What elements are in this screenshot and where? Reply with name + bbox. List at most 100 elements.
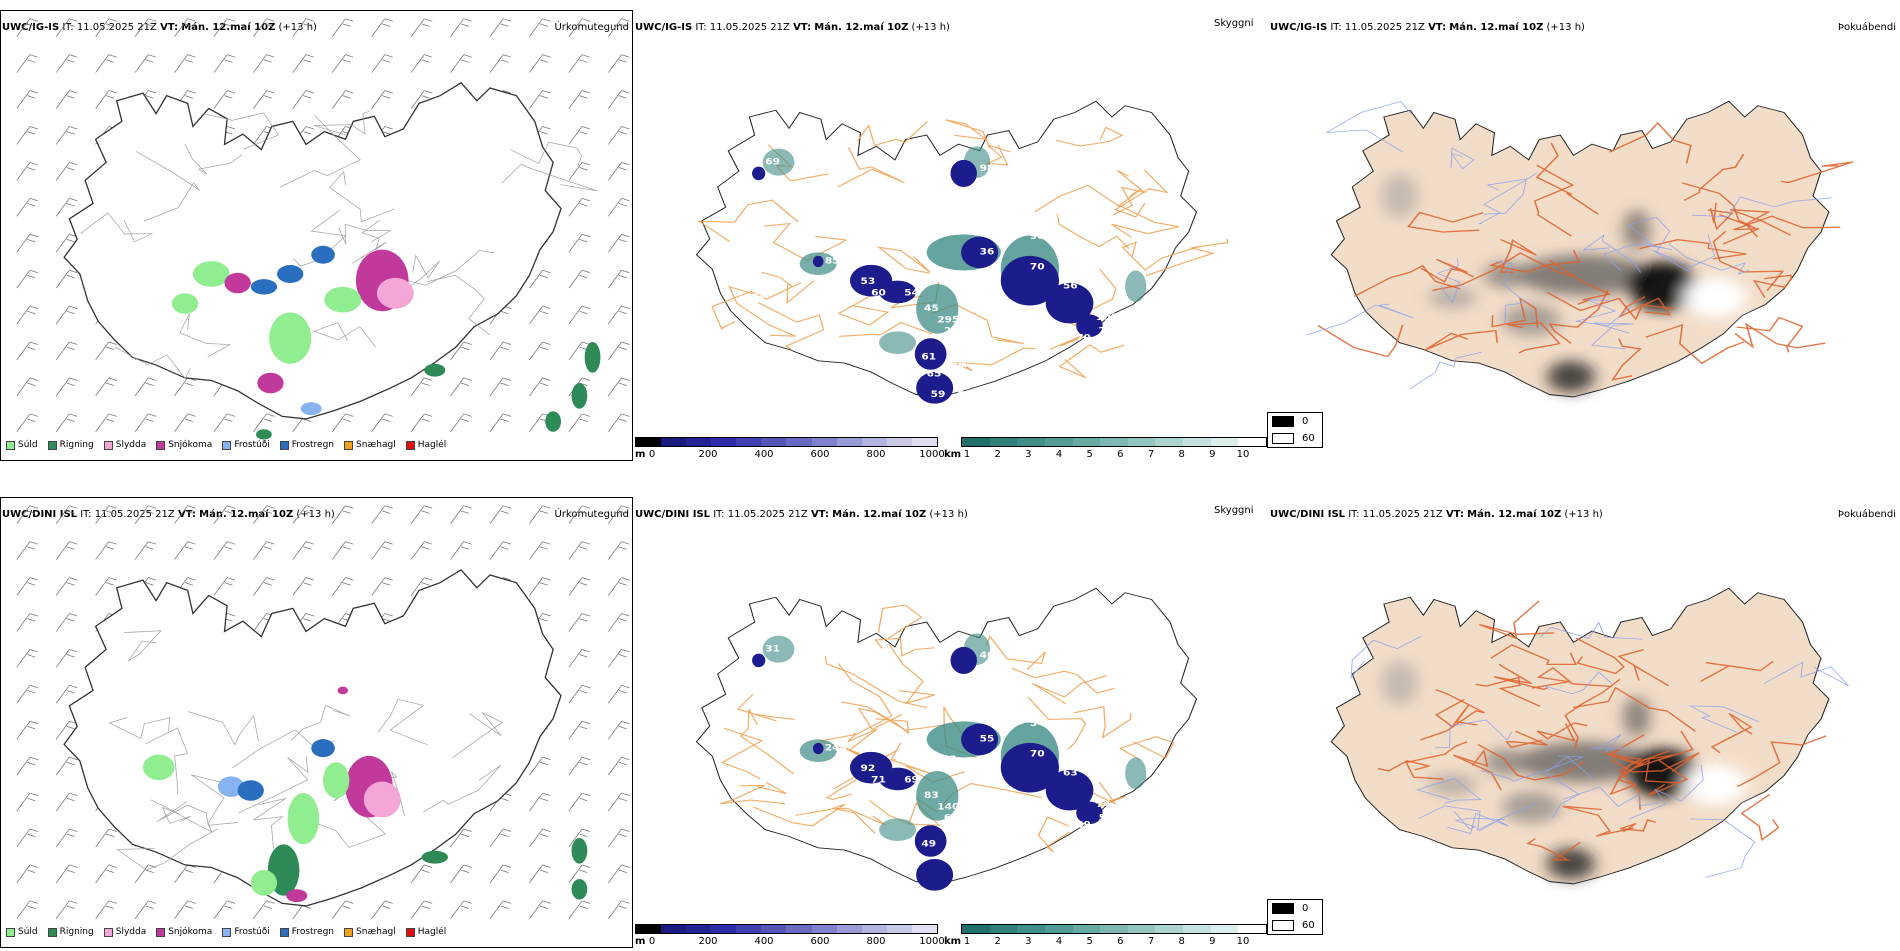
lead-time: (+13 h) xyxy=(296,509,335,520)
tick-label: 600 xyxy=(810,936,830,947)
wind-barb xyxy=(213,413,236,433)
wind-barb xyxy=(16,54,38,73)
lead-time: (+13 h) xyxy=(929,509,968,520)
wind-barb xyxy=(608,577,630,596)
legend-label: Haglél xyxy=(417,927,447,937)
visibility-colorbar xyxy=(961,437,1267,447)
low-visibility-area xyxy=(879,818,917,841)
valid-time-label: VT: xyxy=(160,22,179,33)
wind-barb xyxy=(608,792,630,812)
wind-barb xyxy=(529,18,551,37)
wind-barb xyxy=(16,233,38,253)
fog-index-legend: 0 60 xyxy=(1267,412,1323,448)
tick-label: 800 xyxy=(866,936,886,947)
wind-barb xyxy=(95,828,117,848)
lead-time: (+13 h) xyxy=(1564,509,1603,520)
legend-swatch xyxy=(47,440,57,450)
wind-barb xyxy=(529,541,551,560)
valid-time-label: VT: xyxy=(793,22,812,33)
precip-area xyxy=(311,739,335,758)
wind-barb xyxy=(16,613,38,632)
wind-barb xyxy=(568,126,591,145)
colorbar-step xyxy=(761,925,787,933)
cloud-base-label: 65 xyxy=(927,369,942,379)
colorbar-step xyxy=(1127,925,1156,933)
wind-barb xyxy=(568,864,591,884)
colorbar-step xyxy=(811,925,837,933)
wind-barb xyxy=(55,613,78,632)
cloud-base-label: 54 xyxy=(1030,719,1045,729)
colorbar-step xyxy=(661,925,687,933)
wind-barb xyxy=(450,341,472,361)
wind-barb xyxy=(16,900,38,920)
colorbar-step xyxy=(786,925,812,933)
cloud-base-label: 56 xyxy=(935,268,950,278)
low-cloud-area xyxy=(961,236,999,269)
valid-time-label: VT: xyxy=(1428,22,1447,33)
wind-barb xyxy=(608,90,630,109)
wind-barb xyxy=(371,18,393,37)
precip-map xyxy=(0,497,633,948)
wind-barb xyxy=(16,684,38,704)
colorbar-step xyxy=(1210,925,1239,933)
fog-legend-row: 0 xyxy=(1268,413,1322,430)
cloud-base-label: 59 xyxy=(1076,820,1091,830)
panel-title-fog: Þokuábendi xyxy=(1837,509,1896,520)
wind-barb xyxy=(55,684,78,704)
wind-barb xyxy=(568,541,591,560)
wind-barb xyxy=(331,18,354,37)
low-cloud-area xyxy=(1076,314,1103,338)
wind-barb xyxy=(16,90,38,109)
cloud-base-ticks: 0 200 400 600 800 1000 xyxy=(649,449,945,461)
precip-area xyxy=(421,850,448,864)
wind-barb xyxy=(568,505,591,524)
wind-barb xyxy=(529,577,551,596)
tick-label: 400 xyxy=(754,449,774,460)
colorbar-step xyxy=(1044,925,1073,933)
panel-header: UWC/IG-IS IT: 11.05.2025 21Z VT: Mán. 12… xyxy=(2,22,317,34)
wind-barb xyxy=(55,18,78,37)
legend-item: Súld xyxy=(6,927,38,937)
wind-barb xyxy=(174,864,196,884)
low-visibility-area xyxy=(916,771,959,821)
wind-barb xyxy=(174,377,196,397)
tick-label: 1000 xyxy=(919,936,945,947)
valid-time: Mán. 12.maí 10Z xyxy=(814,22,909,33)
wind-barb xyxy=(174,413,196,433)
wind-barb xyxy=(55,505,78,524)
iceland-coastline xyxy=(63,569,562,907)
wind-barb xyxy=(568,233,591,253)
tick-label: 2 xyxy=(994,449,1001,460)
cloud-base-label: 108 xyxy=(1096,313,1118,323)
wind-barb xyxy=(489,864,512,884)
low-cloud-area xyxy=(1000,255,1059,306)
legend-swatch xyxy=(6,440,15,450)
wind-barb xyxy=(608,541,630,560)
wind-barb xyxy=(253,54,275,73)
colorbar-step xyxy=(636,925,662,933)
legend-swatch xyxy=(103,440,113,450)
colorbar-step xyxy=(686,438,712,446)
wind-barb xyxy=(134,413,157,433)
wind-barb xyxy=(410,505,433,524)
wind-barb xyxy=(331,900,354,920)
panel-title-precip-type: Úrkomutegund xyxy=(554,22,629,33)
precip-area xyxy=(269,312,312,364)
cloud-base-label: 71 xyxy=(871,775,886,785)
panel-title-fog: Þokuábendi xyxy=(1837,22,1896,33)
wind-barb xyxy=(608,684,630,704)
wind-barb xyxy=(450,900,472,920)
wind-barb xyxy=(608,900,630,920)
wind-barb xyxy=(568,649,591,668)
precip-area xyxy=(256,429,272,440)
legend-label: Frostúði xyxy=(234,440,270,450)
legend-item: Rigning xyxy=(47,927,94,937)
cloud-base-unit: m xyxy=(635,936,646,947)
legend-swatch xyxy=(344,927,354,937)
wind-barb xyxy=(331,577,354,596)
low-cloud-area xyxy=(879,767,917,791)
cloud-base-label: 36 xyxy=(980,247,995,257)
wind-barb xyxy=(292,541,314,560)
legend-swatch xyxy=(279,440,289,450)
legend-swatch xyxy=(344,440,354,450)
